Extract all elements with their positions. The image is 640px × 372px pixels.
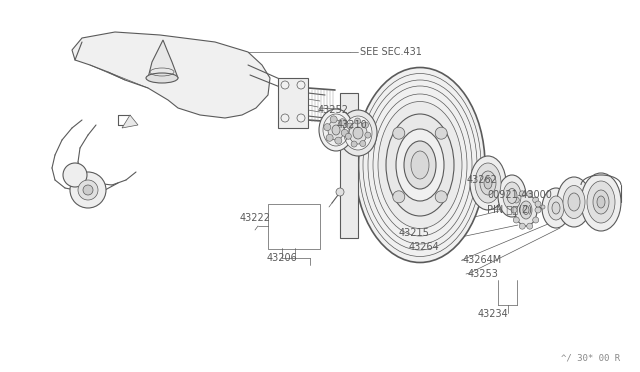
Ellipse shape <box>581 173 621 231</box>
Ellipse shape <box>378 102 462 228</box>
Circle shape <box>527 223 532 229</box>
Ellipse shape <box>146 73 178 83</box>
Ellipse shape <box>353 127 363 139</box>
Circle shape <box>513 197 519 203</box>
Circle shape <box>346 133 351 139</box>
Circle shape <box>281 114 289 122</box>
Ellipse shape <box>386 114 454 216</box>
Circle shape <box>297 114 305 122</box>
Ellipse shape <box>328 120 344 140</box>
Ellipse shape <box>319 109 353 151</box>
Ellipse shape <box>548 196 564 220</box>
Ellipse shape <box>411 151 429 179</box>
Text: 00921-43000: 00921-43000 <box>487 190 552 200</box>
Circle shape <box>435 191 447 203</box>
Polygon shape <box>148 40 178 78</box>
Text: 43252: 43252 <box>318 105 349 115</box>
Text: 43234: 43234 <box>477 309 508 319</box>
Text: 43264M: 43264M <box>463 255 502 265</box>
Text: ^/ 30* 00 R: ^/ 30* 00 R <box>561 353 620 362</box>
Circle shape <box>532 217 539 223</box>
Ellipse shape <box>332 125 340 135</box>
Ellipse shape <box>507 189 517 203</box>
Circle shape <box>330 116 337 123</box>
Circle shape <box>362 122 369 128</box>
Ellipse shape <box>339 110 377 156</box>
Text: 43253: 43253 <box>468 269 499 279</box>
Circle shape <box>519 191 525 197</box>
Ellipse shape <box>557 177 591 227</box>
Circle shape <box>393 127 404 139</box>
Text: SEE SEC.431: SEE SEC.431 <box>360 47 422 57</box>
Circle shape <box>297 81 305 89</box>
Text: 43222: 43222 <box>240 213 271 223</box>
Circle shape <box>519 223 525 229</box>
Circle shape <box>281 81 289 89</box>
Ellipse shape <box>568 193 580 211</box>
Circle shape <box>393 191 404 203</box>
Ellipse shape <box>344 116 372 150</box>
Ellipse shape <box>542 188 570 228</box>
Circle shape <box>70 172 106 208</box>
Circle shape <box>63 163 87 187</box>
Circle shape <box>360 141 366 147</box>
Circle shape <box>78 180 98 200</box>
Bar <box>268 204 320 249</box>
Circle shape <box>339 119 346 126</box>
Text: 43264: 43264 <box>409 242 440 252</box>
Ellipse shape <box>552 202 560 214</box>
Circle shape <box>335 137 342 144</box>
Circle shape <box>347 123 353 129</box>
Text: 43210: 43210 <box>337 120 368 130</box>
Circle shape <box>336 188 344 196</box>
Circle shape <box>355 118 360 124</box>
Text: 43262: 43262 <box>467 175 498 185</box>
Circle shape <box>513 217 519 223</box>
Polygon shape <box>122 115 138 128</box>
Circle shape <box>535 201 541 207</box>
Ellipse shape <box>515 194 537 226</box>
Text: 43215: 43215 <box>399 228 430 238</box>
Ellipse shape <box>593 190 609 214</box>
Ellipse shape <box>587 181 615 223</box>
Circle shape <box>83 185 93 195</box>
Bar <box>278 78 308 128</box>
Ellipse shape <box>396 129 444 201</box>
Bar <box>340 93 358 238</box>
Ellipse shape <box>503 182 521 210</box>
Ellipse shape <box>480 171 496 195</box>
Ellipse shape <box>597 196 605 208</box>
Ellipse shape <box>470 156 506 210</box>
Circle shape <box>535 207 541 213</box>
Ellipse shape <box>523 205 529 215</box>
Circle shape <box>365 132 371 138</box>
Text: 43206: 43206 <box>267 253 298 263</box>
Ellipse shape <box>484 177 492 189</box>
Ellipse shape <box>349 122 367 144</box>
Circle shape <box>326 134 333 141</box>
Polygon shape <box>72 32 270 118</box>
Ellipse shape <box>475 163 501 203</box>
Ellipse shape <box>404 141 436 189</box>
Circle shape <box>541 205 545 209</box>
Circle shape <box>435 127 447 139</box>
Ellipse shape <box>563 186 585 218</box>
Ellipse shape <box>498 175 526 217</box>
Circle shape <box>324 124 331 131</box>
Ellipse shape <box>355 67 485 263</box>
Circle shape <box>351 141 357 147</box>
Ellipse shape <box>520 201 532 219</box>
Text: PIN ピン(2): PIN ピン(2) <box>487 204 532 214</box>
Circle shape <box>341 129 348 137</box>
Circle shape <box>527 191 532 197</box>
Circle shape <box>511 207 517 213</box>
Circle shape <box>532 197 539 203</box>
